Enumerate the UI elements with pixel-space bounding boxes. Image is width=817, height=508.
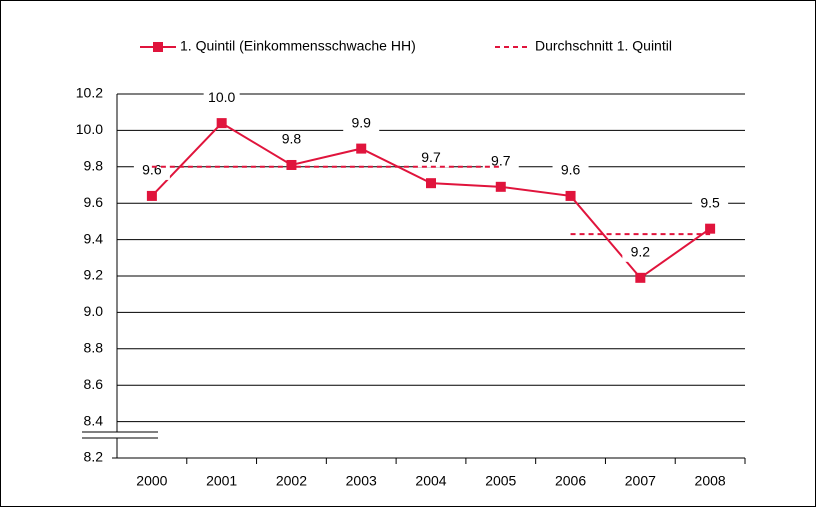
data-label: 9.6 [142, 162, 162, 178]
y-tick-label: 8.4 [84, 412, 104, 428]
legend-marker [153, 42, 163, 52]
x-tick-label: 2007 [625, 473, 656, 489]
data-point [286, 159, 297, 170]
data-label: 9.8 [282, 131, 302, 147]
x-tick-label: 2000 [136, 473, 167, 489]
label-bg [203, 89, 240, 108]
data-label: 9.6 [561, 162, 581, 178]
data-point [705, 223, 716, 234]
data-label: 9.9 [351, 114, 371, 130]
y-tick-label: 9.6 [84, 194, 104, 210]
axis-break [82, 432, 158, 438]
y-tick-label: 9.4 [84, 230, 104, 246]
label-bg [692, 194, 729, 213]
data-point [426, 178, 436, 189]
label-bg [482, 152, 519, 171]
y-tick-label: 8.6 [84, 376, 104, 392]
data-point [356, 143, 367, 154]
y-tick-label: 9.8 [84, 158, 104, 174]
label-bg [343, 114, 380, 133]
y-tick-label: 8.2 [84, 449, 104, 465]
data-label: 10.0 [208, 89, 235, 105]
average-line [151, 165, 711, 236]
x-tick-label: 2006 [555, 473, 586, 489]
data-point [635, 272, 646, 283]
y-tick-label: 10.0 [76, 121, 103, 137]
data-label: 9.5 [700, 194, 720, 210]
y-tick-label: 10.2 [76, 85, 103, 101]
x-tick-label: 2004 [415, 473, 446, 489]
data-point [565, 190, 576, 201]
y-tick-label: 9.0 [84, 303, 104, 319]
x-tick-label: 2005 [485, 473, 516, 489]
label-bg [413, 149, 449, 168]
data-point [216, 118, 227, 129]
x-tick-label: 2003 [346, 473, 377, 489]
data-label: 9.2 [631, 244, 651, 260]
legend-label: 1. Quintil (Einkommensschwache HH) [180, 38, 416, 54]
label-bg [273, 130, 310, 149]
label-bg [622, 243, 659, 262]
label-bg [552, 161, 589, 180]
x-tick-label: 2002 [276, 473, 307, 489]
data-point [146, 190, 157, 201]
y-tick-label: 9.2 [84, 267, 104, 283]
data-label: 9.7 [421, 149, 441, 165]
x-tick-label: 2008 [695, 473, 726, 489]
legend-label: Durchschnitt 1. Quintil [535, 38, 672, 54]
y-tick-label: 8.8 [84, 340, 104, 356]
data-point [495, 181, 506, 192]
x-tick-label: 2001 [206, 473, 237, 489]
data-label: 9.7 [491, 153, 511, 169]
